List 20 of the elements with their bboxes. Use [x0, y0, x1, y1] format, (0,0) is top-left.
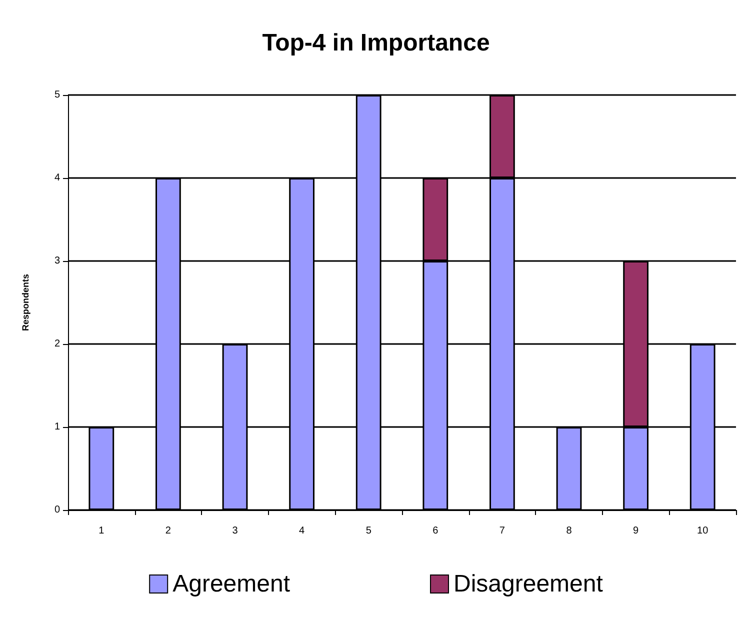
- y-tick-label: 5: [54, 90, 60, 100]
- y-tick-label: 2: [54, 338, 60, 350]
- chart-title: Top-4 in Importance: [262, 30, 490, 56]
- y-tick-label: 4: [54, 172, 60, 184]
- y-tick-label: 0: [54, 504, 60, 516]
- x-tick-label: 6: [432, 526, 439, 536]
- x-tick-label: 4: [299, 526, 306, 536]
- legend-label: Agreement: [172, 570, 290, 598]
- x-tick-label: 3: [232, 526, 238, 536]
- y-tick-label: 3: [54, 256, 60, 266]
- x-tick-label: 7: [499, 526, 506, 536]
- y-tick-label: 1: [54, 422, 60, 432]
- x-tick-label: 2: [165, 526, 172, 536]
- x-tick-label: 10: [697, 526, 709, 536]
- y-axis-title: Respondents: [20, 274, 30, 332]
- x-tick-label: 1: [98, 526, 105, 536]
- x-tick-label: 8: [566, 526, 572, 536]
- x-tick-label: 9: [633, 526, 640, 536]
- legend-label: Disagreement: [454, 570, 604, 598]
- x-tick-label: 5: [366, 526, 372, 536]
